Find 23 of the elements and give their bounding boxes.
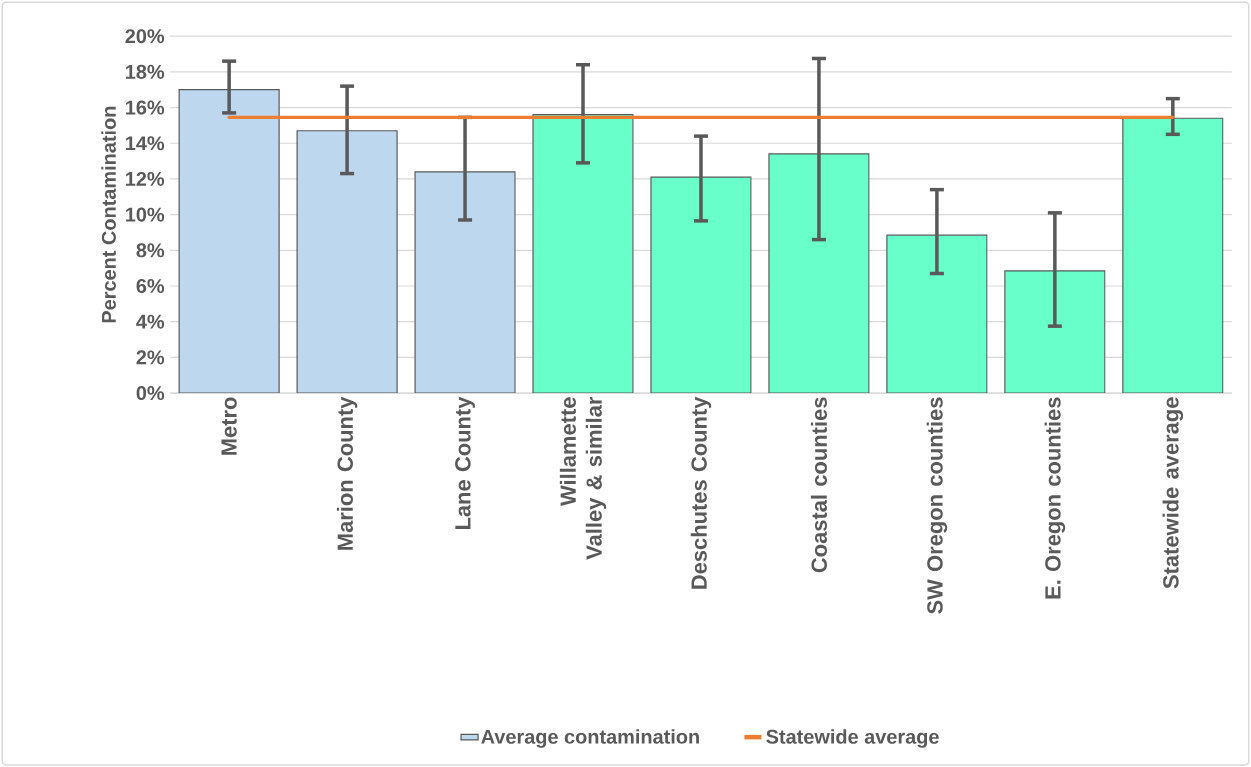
y-tick-label: 12% [126, 171, 165, 186]
y-tick-label: 4% [136, 314, 165, 329]
y-axis-title: Percent Contamination [101, 106, 116, 323]
x-tick-label: Metro [221, 397, 237, 455]
x-tick-label: Deschutes County [690, 396, 712, 589]
x-tick-label: E. Oregon counties [1044, 397, 1066, 599]
y-tick-label: 18% [126, 64, 165, 79]
legend-label: Average contamination [481, 729, 699, 748]
y-tick-label: 6% [136, 278, 165, 293]
y-tick-label: 20% [125, 29, 165, 44]
y-tick-label: 10% [126, 207, 165, 222]
y-tick-label: 0% [136, 385, 165, 401]
x-tick-label: Statewide average [1162, 397, 1184, 589]
y-tick-label: 14% [126, 136, 165, 151]
y-tick-label: 16% [126, 100, 165, 115]
legend-label: Statewide average [766, 729, 939, 748]
x-tick-label: Lane County [455, 396, 475, 529]
y-tick-label: 8% [136, 243, 165, 258]
x-tick-label: SW Oregon counties [926, 397, 948, 614]
y-tick-label: 2% [136, 350, 165, 365]
x-tick-label: Marion County [336, 396, 358, 550]
x-tick-label: Willamette Valley & similar [559, 396, 607, 560]
x-tick-label: Coastal counties [810, 397, 827, 573]
